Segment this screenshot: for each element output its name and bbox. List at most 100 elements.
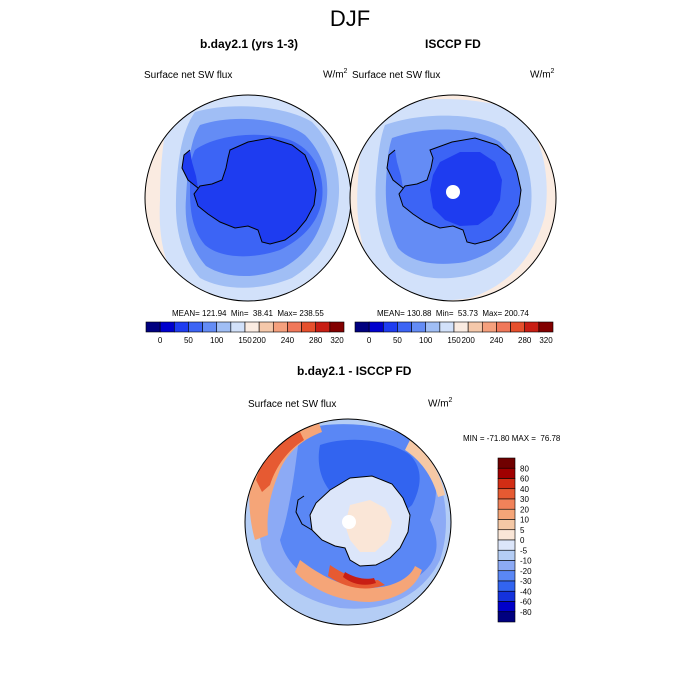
panel3-colorbar-tick: -20	[520, 567, 532, 576]
panel2-map-border	[349, 94, 557, 302]
panel3-units-exp: 2	[448, 397, 453, 404]
panel1-coastline	[181, 137, 317, 245]
panel3-colorbar-tick: 20	[520, 505, 529, 514]
panel1-colorbar-box	[173, 321, 189, 333]
panel1-map	[145, 95, 351, 301]
panel2-coastline	[386, 137, 522, 245]
panel3-coastline	[295, 475, 411, 567]
panel1-peninsula	[182, 150, 198, 188]
panel2-colorbar-box	[496, 321, 511, 333]
panel2-colorbar-tick: 320	[539, 336, 553, 345]
panel1-colorbar-tick: 320	[330, 336, 344, 345]
panel1-colorbar-box	[301, 321, 317, 333]
panel2-colorbar-box	[467, 321, 483, 333]
panel1-colorbar-tick: 100	[210, 336, 224, 345]
panel2-units: W/m2	[530, 68, 554, 80]
panel2-colorbar-tick: 240	[490, 336, 504, 345]
panel3-colorbar-box	[497, 560, 516, 572]
panel3-colorbar-tick: 60	[520, 475, 529, 484]
panel3-colorbar-tick: 80	[520, 464, 529, 473]
panel3-colorbar-box	[497, 519, 516, 531]
panel3-colorbar-box	[497, 570, 516, 582]
panel3-colorbar-tick: 30	[520, 495, 529, 504]
panel2-colorbar-tick: 100	[419, 336, 433, 345]
panel3-title: b.day2.1 - ISCCP FD	[297, 364, 412, 378]
panel1-stats: MEAN= 121.94 Min= 38.41 Max= 238.55	[172, 309, 324, 318]
panel3-colorbar-tick: -80	[520, 608, 532, 617]
panel3-map	[245, 419, 451, 625]
panel1-colorbar-box	[188, 321, 203, 333]
panel3-colorbar-box	[497, 498, 516, 510]
panel1-colorbar-tick: 240	[281, 336, 295, 345]
panel1-colorbar-box	[145, 321, 161, 333]
panel2-colorbar: 0 50 100 150 200 240 280 320	[354, 321, 554, 345]
panel2-colorbar-box	[397, 321, 412, 333]
panel1-colorbar-box	[258, 321, 274, 333]
panel1-ice-region	[194, 138, 316, 244]
panel2-stats: MEAN= 130.88 Min= 53.73 Max= 200.74	[377, 309, 529, 318]
panel3-colorbar-box	[497, 467, 516, 479]
panel1-colorbar-tick: 200	[252, 336, 266, 345]
panel3-region-pos-ne	[405, 440, 445, 497]
panel3-colorbar-box	[497, 457, 516, 469]
panel3-colorbar-tick: -30	[520, 577, 532, 586]
panel1-colorbar-box	[244, 321, 260, 333]
panel1-title: b.day2.1 (yrs 1-3)	[200, 37, 299, 51]
panel2-map	[350, 95, 556, 301]
panel3-colorbar-tick: 5	[520, 526, 525, 535]
panel2-colorbar-box	[425, 321, 441, 333]
panel3-colorbar-tick: 0	[520, 536, 525, 545]
panel3-colorbar-box	[497, 601, 516, 613]
panel2-colorbar-tick: 50	[393, 336, 402, 345]
panel2-colorbar-box	[411, 321, 427, 333]
panel3-colorbar-box	[497, 488, 516, 500]
panel3-variable: Surface net SW flux	[248, 399, 337, 410]
panel3-map-border	[244, 418, 452, 626]
panel3-colorbar-box	[497, 508, 516, 520]
panel1-units-exp: 2	[343, 68, 348, 75]
panel1-colorbar-box	[315, 321, 331, 333]
panel3-ice-pos	[345, 500, 392, 552]
panel1-colorbar-box	[329, 321, 345, 333]
panel1-colorbar-box	[272, 321, 288, 333]
panel2-colorbar-tick: 280	[518, 336, 532, 345]
panel2-colorbar-box	[538, 321, 554, 333]
figure-title: DJF	[329, 6, 371, 31]
panel3-pole-hole	[342, 515, 356, 529]
panel2-colorbar-tick: 0	[367, 336, 372, 345]
panel2-colorbar-box	[382, 321, 398, 333]
panel1-units-base: W/m	[323, 69, 344, 81]
panel2-colorbar-tick: 200	[461, 336, 475, 345]
panel1-units: W/m2	[323, 68, 347, 80]
panel2-colorbar-box	[481, 321, 497, 333]
panel2-colorbar-tick: 150	[447, 336, 461, 345]
panel2-colorbar-box	[439, 321, 455, 333]
panel2-peninsula	[387, 150, 403, 188]
panel3-colorbar-tick: -60	[520, 598, 532, 607]
panel1-colorbar-box	[159, 321, 175, 333]
panel1-colorbar-box	[230, 321, 246, 333]
panel2-variable: Surface net SW flux	[352, 70, 441, 81]
panel3-colorbar-box	[497, 580, 516, 592]
panel3-colorbar-tick: -40	[520, 587, 532, 596]
panel1-colorbar-box	[216, 321, 232, 333]
panel3-stats: MIN = -71.80 MAX = 76.78	[463, 434, 561, 443]
panel2-colorbar-box	[354, 321, 370, 333]
panel2-pole-hole	[446, 185, 460, 199]
panel1-colorbar-tick: 280	[309, 336, 323, 345]
panel3-colorbar-box	[497, 611, 516, 623]
panel2-ice-inner	[430, 152, 502, 226]
panel1-variable: Surface net SW flux	[144, 70, 233, 81]
panel3-units-base: W/m	[428, 398, 449, 410]
panel2-units-base: W/m	[530, 69, 551, 81]
panel3-units: W/m2	[428, 397, 452, 409]
panel2-title: ISCCP FD	[425, 37, 481, 51]
panel2-units-exp: 2	[550, 68, 555, 75]
panel1-colorbar-tick: 50	[184, 336, 193, 345]
panel3-region-pos-south-peak	[343, 572, 376, 585]
panel2-colorbar-box	[368, 321, 384, 333]
panel3-colorbar-box	[497, 549, 516, 561]
panel2-colorbar-box	[524, 321, 540, 333]
